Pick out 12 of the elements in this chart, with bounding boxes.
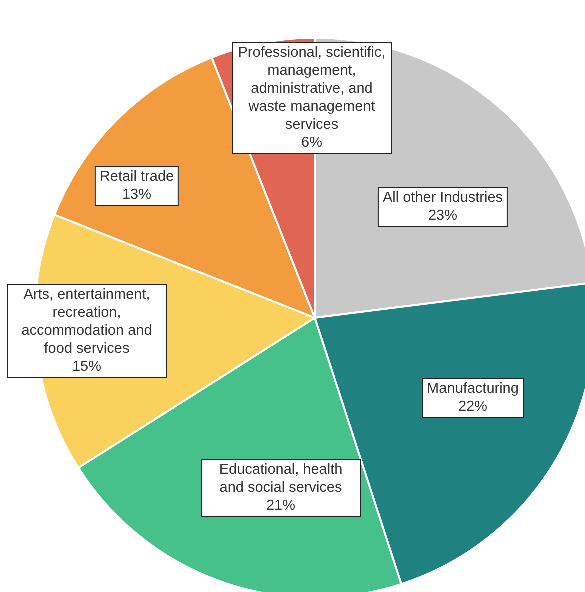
data-label: 15% (71, 358, 103, 376)
data-label: 23% (427, 207, 459, 225)
data-label: 22% (457, 398, 488, 416)
data-label: 13% (121, 186, 153, 204)
slice-label: All other Industries (382, 189, 504, 207)
slice-label: Retail trade (100, 168, 174, 186)
slice-label: Professional, scientific, management, administrative, and waste management services (237, 44, 387, 134)
slice-label: Arts, entertainment, recreation, accommodation and food services (20, 286, 154, 358)
data-label: 6% (300, 134, 324, 152)
slice-label: Manufacturing (427, 380, 519, 398)
data-label: 21% (265, 497, 297, 515)
slice-label: Educational, health and social services (218, 461, 344, 497)
